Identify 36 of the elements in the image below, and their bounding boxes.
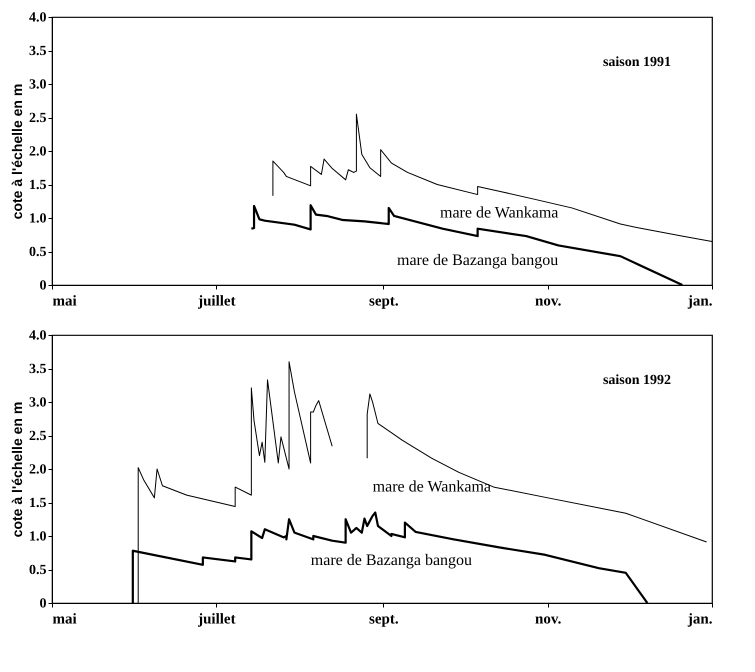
y-tick-label: 2.0 xyxy=(29,462,46,478)
series-label: mare de Wankama xyxy=(440,204,558,222)
x-tick-label: sept. xyxy=(369,612,399,628)
series-label: mare de Bazanga bangou xyxy=(397,252,558,270)
x-tick-label: nov. xyxy=(535,294,562,310)
y-tick-label: 4.0 xyxy=(29,10,46,26)
y-tick-label: 3.5 xyxy=(29,44,46,59)
y-tick-label: 1.0 xyxy=(29,212,46,226)
y-tick-label: 0.5 xyxy=(29,563,46,578)
x-tick-label: nov. xyxy=(535,612,562,628)
y-tick-label: 1.5 xyxy=(29,496,46,511)
y-tick-label: 2.5 xyxy=(29,111,46,126)
y-axis-title: cote à l'échelle en m xyxy=(9,402,25,538)
y-tick-label: 3.0 xyxy=(29,396,46,410)
x-tick-label: jan. xyxy=(686,612,713,628)
annotation: saison 1991 xyxy=(602,55,672,70)
y-tick-label: 3.5 xyxy=(29,362,46,377)
x-tick-label: juillet xyxy=(197,294,236,310)
x-tick-label: juillet xyxy=(197,612,236,628)
y-axis-title: cote à l'échelle en m xyxy=(9,84,25,220)
x-tick-label: jan. xyxy=(686,294,713,310)
y-tick-label: 1.5 xyxy=(29,178,46,193)
y-tick-label: 4.0 xyxy=(29,328,46,344)
annotation: saison 1992 xyxy=(602,373,672,388)
y-tick-label: 1.0 xyxy=(29,530,46,544)
series-label: mare de Wankama xyxy=(372,478,492,496)
series-label: mare de Bazanga bangou xyxy=(310,552,472,569)
y-tick-label: 2.0 xyxy=(29,144,46,160)
y-tick-label: 3.0 xyxy=(29,78,46,92)
y-tick-label: 0 xyxy=(40,278,46,294)
y-tick-label: 0.5 xyxy=(29,245,46,260)
y-tick-label: 0 xyxy=(40,596,46,612)
x-tick-label: mai xyxy=(52,612,77,628)
y-tick-label: 2.5 xyxy=(29,429,46,444)
x-tick-label: sept. xyxy=(369,294,399,310)
x-tick-label: mai xyxy=(52,294,77,310)
